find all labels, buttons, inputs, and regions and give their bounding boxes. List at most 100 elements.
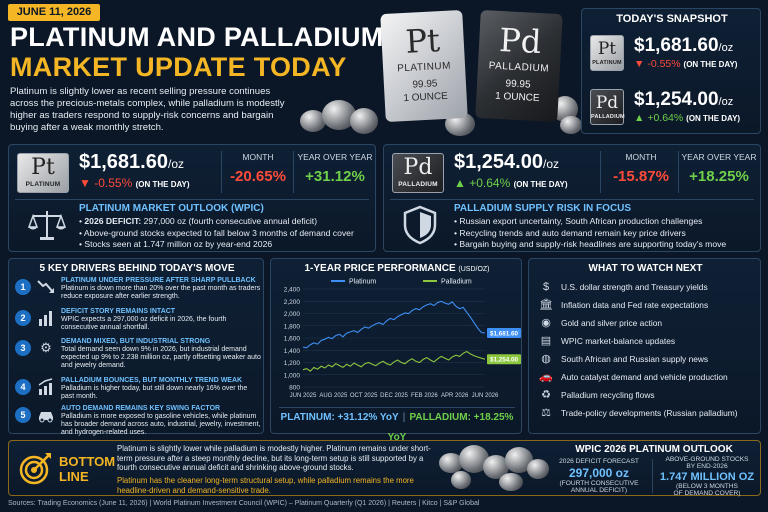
watch-item: ◍ South African and Russian supply news xyxy=(537,351,759,367)
palladium-change-line: ▲ +0.64% (ON THE DAY) xyxy=(454,176,568,190)
nugget-decoration xyxy=(527,459,549,479)
list-item: Bargain buying and supply-risk headlines… xyxy=(454,239,726,251)
down-arrow-icon: ▼ xyxy=(634,58,645,70)
rising-bars-icon xyxy=(37,378,55,396)
bullet-lead: 2026 DEFICIT: xyxy=(84,216,142,226)
driver-title: AUTO DEMAND REMAINS KEY SWING FACTOR xyxy=(61,405,221,412)
platinum-legend-label: Platinum xyxy=(349,279,376,286)
watch-text: Inflation data and Fed rate expectations xyxy=(561,300,709,310)
palladium-legend-label: Palladium xyxy=(441,279,472,286)
stocks-value: 1.747 MILLION OZ xyxy=(659,471,755,483)
palladium-bar-name: PALLADIUM xyxy=(488,60,550,75)
snapshot-platinum-unit: /oz xyxy=(718,42,734,54)
platinum-price: $1,681.60 xyxy=(79,151,168,173)
snapshot-platinum-symbol: Pt xyxy=(597,39,617,59)
divider xyxy=(600,151,601,193)
bottom-line-label-2: LINE xyxy=(59,469,89,484)
list-item: Recycling trends and auto demand remain … xyxy=(454,228,726,240)
palladium-panel: Pd PALLADIUM $1,254.00/oz ▲ +0.64% (ON T… xyxy=(383,144,761,252)
scale-icon xyxy=(27,211,67,240)
gavel-icon: ⚖ xyxy=(541,407,551,419)
snapshot-title: TODAY'S SNAPSHOT xyxy=(616,13,728,25)
nugget-decoration xyxy=(439,453,463,473)
globe-icon: ◍ xyxy=(541,353,551,365)
divider xyxy=(293,151,294,193)
platinum-bar-weight: 1 OUNCE xyxy=(403,90,449,105)
palladium-price-line: $1,254.00/oz xyxy=(454,151,559,174)
bullet-text: 297,000 oz (fourth consecutive annual de… xyxy=(141,216,318,226)
bottom-line-text: Platinum is slightly lower while palladi… xyxy=(117,444,431,473)
deficit-label: 2026 DEFICIT FORECAST xyxy=(559,458,639,465)
y-tick-label: 1,200 xyxy=(284,360,301,367)
platinum-bar-image: Pt PLATINUM 99.95 1 OUNCE xyxy=(380,9,468,123)
bank-icon: 🏛 xyxy=(539,299,553,311)
watch-item: ◉ Gold and silver price action xyxy=(537,315,759,331)
snapshot-palladium-name: PALLADIUM xyxy=(591,114,625,120)
palladium-bar-image: Pd PALLADIUM 99.95 1 OUNCE xyxy=(475,9,563,123)
target-icon xyxy=(19,453,51,485)
driver-body: Platinum is down more than 20% over the … xyxy=(61,285,261,301)
platinum-yoy-stat: YEAR OVER YEAR +31.12% xyxy=(297,152,373,185)
snapshot-palladium-tile: Pd PALLADIUM xyxy=(590,89,625,125)
divider xyxy=(221,151,222,193)
chart-title-unit: (USD/OZ) xyxy=(458,266,490,273)
divider xyxy=(678,151,679,193)
x-tick-label: JUN 2025 xyxy=(290,393,317,399)
snapshot-platinum-change: -0.55% xyxy=(647,58,681,70)
platinum-price-line: $1,681.60/oz xyxy=(79,151,184,174)
price-chart: Platinum Palladium $1,681.60 $1,254.00 800… xyxy=(284,279,521,399)
watch-title: WHAT TO WATCH NEXT xyxy=(588,263,703,274)
driver-number: 5 xyxy=(15,407,31,423)
intro-paragraph: Platinum is slightly lower as recent sel… xyxy=(10,86,285,133)
stocks-label-1: ABOVE-GROUND STOCKS xyxy=(665,456,749,463)
y-tick-label: 1,800 xyxy=(284,323,301,330)
gear-icon: ⚙ xyxy=(40,340,52,355)
snapshot-palladium-change-line: ▲ +0.64% (ON THE DAY) xyxy=(634,112,740,124)
down-arrow-icon: ▼ xyxy=(79,176,91,190)
car-icon: 🚗 xyxy=(539,371,553,383)
driver-number: 4 xyxy=(15,379,31,395)
y-tick-label: 1,400 xyxy=(284,348,301,355)
platinum-change-line: ▼ -0.55% (ON THE DAY) xyxy=(79,176,190,190)
watch-text: Auto catalyst demand and vehicle product… xyxy=(561,372,728,382)
nugget-decoration xyxy=(350,108,378,134)
palladium-focus-title: PALLADIUM SUPPLY RISK IN FOCUS xyxy=(454,203,632,214)
platinum-month-value: -20.65% xyxy=(230,168,286,185)
key-drivers-panel: 5 KEY DRIVERS BEHIND TODAY'S MOVE 1 PLAT… xyxy=(8,258,264,436)
watch-text: WPIC market-balance updates xyxy=(561,336,676,346)
coins-icon: ◉ xyxy=(541,317,551,329)
watch-text: Trade-policy developments (Russian palla… xyxy=(561,408,738,418)
bottom-line-label: BOTTOM LINE xyxy=(59,454,115,484)
x-tick-label: DEC 2025 xyxy=(380,393,408,399)
palladium-yoy-stat: YEAR OVER YEAR +18.25% xyxy=(680,152,758,185)
watch-text: Gold and silver price action xyxy=(561,318,663,328)
bottom-line-highlight: Platinum has the cleaner long-term struc… xyxy=(117,476,414,495)
platinum-change-tag: (ON THE DAY) xyxy=(135,180,190,189)
platinum-series-line xyxy=(302,300,486,349)
palladium-tile: Pd PALLADIUM xyxy=(392,153,444,193)
platinum-outlook-title: PLATINUM MARKET OUTLOOK (WPIC) xyxy=(79,203,264,214)
chart-title: 1-YEAR PRICE PERFORMANCE xyxy=(304,263,456,274)
platinum-tile-name: PLATINUM xyxy=(25,181,61,188)
platinum-end-label: $1,681.60 xyxy=(490,330,519,337)
driver-number: 1 xyxy=(15,279,31,295)
wpic-deficit-stat: 2026 DEFICIT FORECAST 297,000 oz (FOURTH… xyxy=(549,458,649,495)
snapshot-platinum-tile: Pt PLATINUM xyxy=(590,35,624,71)
watch-item: $ U.S. dollar strength and Treasury yield… xyxy=(537,279,759,295)
platinum-panel: Pt PLATINUM $1,681.60/oz ▼ -0.55% (ON TH… xyxy=(8,144,376,252)
trend-down-icon xyxy=(37,278,55,296)
driver-number: 3 xyxy=(15,340,31,356)
snapshot-palladium-symbol: Pd xyxy=(595,93,619,113)
divider xyxy=(390,199,754,200)
price-chart-panel: 1-YEAR PRICE PERFORMANCE (USD/OZ) Platin… xyxy=(270,258,522,443)
page-title-line-1: PLATINUM AND PALLADIUM xyxy=(10,22,384,52)
driver-item: 5 AUTO DEMAND REMAINS KEY SWING FACTOR P… xyxy=(15,405,261,436)
deficit-sub-1: (FOURTH CONSECUTIVE xyxy=(559,480,639,487)
x-tick-label: JUN 2026 xyxy=(472,393,499,399)
todays-snapshot-panel: TODAY'S SNAPSHOT Pt PLATINUM $1,681.60/o… xyxy=(581,8,761,134)
sources-footer: Sources: Trading Economics (June 11, 202… xyxy=(8,500,480,507)
watch-item: 🏛 Inflation data and Fed rate expectation… xyxy=(537,297,759,313)
platinum-yoy-footer: PLATINUM: +31.12% YoY xyxy=(280,412,399,423)
what-to-watch-panel: WHAT TO WATCH NEXT $ U.S. dollar strength… xyxy=(528,258,761,434)
snapshot-palladium-unit: /oz xyxy=(718,96,734,108)
